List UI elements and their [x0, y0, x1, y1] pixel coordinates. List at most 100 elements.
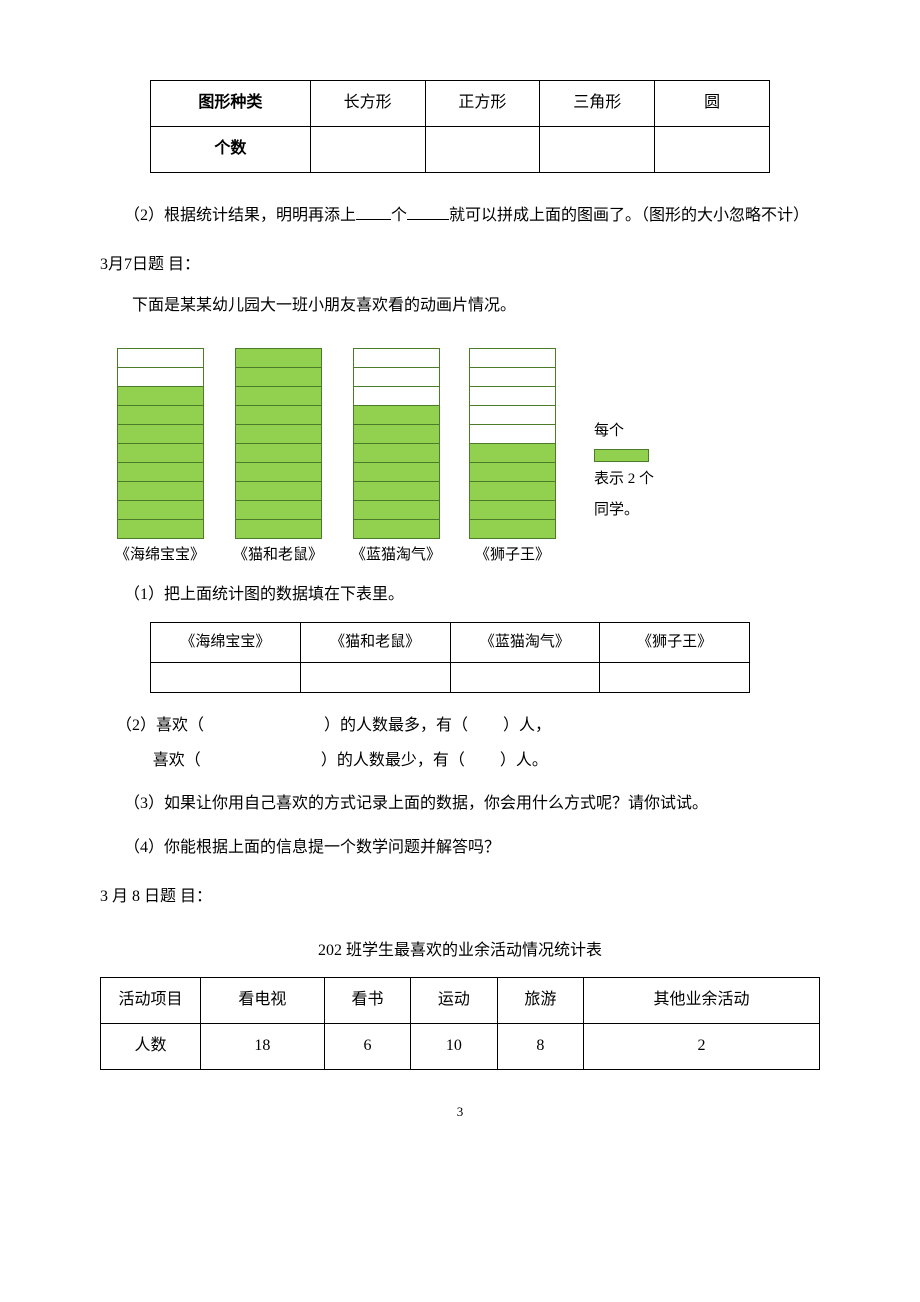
bar-cell — [470, 519, 555, 538]
legend-bottom1: 表示 2 个 — [594, 466, 654, 493]
bar-col-3: 《狮子王》 — [469, 348, 556, 569]
bar-cell — [236, 443, 321, 462]
bar-stack-3 — [469, 348, 556, 539]
bar-cell — [236, 462, 321, 481]
bar-cell — [470, 405, 555, 424]
bar-cell — [470, 386, 555, 405]
bar-cell — [470, 481, 555, 500]
bar-cell — [354, 386, 439, 405]
march7-heading: 3月7日题 目： — [100, 251, 820, 280]
bar-stack-0 — [117, 348, 204, 539]
legend-box-icon — [594, 449, 649, 462]
bar-cell — [118, 367, 203, 386]
bar-cell — [354, 367, 439, 386]
bar-cell — [354, 348, 439, 367]
chart-legend: 每个 表示 2 个 同学。 — [594, 418, 654, 524]
bar-stack-1 — [235, 348, 322, 539]
bar-cell — [236, 348, 321, 367]
bar-cell — [470, 367, 555, 386]
q2b: ）的人数最多，有（ — [324, 717, 468, 734]
bar-col-1: 《猫和老鼠》 — [233, 348, 323, 569]
march7-q2-line1: （2）喜欢（）的人数最多，有（）人， — [116, 708, 820, 743]
cartoon-c0 — [151, 662, 301, 692]
bar-cell — [118, 519, 203, 538]
shape-cell-1 — [425, 126, 540, 172]
bar-cell — [118, 462, 203, 481]
act-col-1: 看书 — [324, 978, 410, 1024]
bar-cell — [470, 462, 555, 481]
act-v3: 8 — [497, 1024, 583, 1070]
shape-cell-3 — [655, 126, 770, 172]
bar-cell — [118, 481, 203, 500]
act-row-label: 人数 — [101, 1024, 201, 1070]
shape-row-label: 个数 — [151, 126, 311, 172]
page-number: 3 — [100, 1100, 820, 1123]
shape-col-0: 长方形 — [310, 81, 425, 127]
bar-cell — [236, 481, 321, 500]
activity-table: 活动项目 看电视 看书 运动 旅游 其他业余活动 人数 18 6 10 8 2 — [100, 977, 820, 1070]
bar-cell — [470, 443, 555, 462]
cartoon-h1: 《猫和老鼠》 — [300, 622, 450, 662]
shape-table: 图形种类 长方形 正方形 三角形 圆 个数 — [150, 80, 770, 173]
march7-q1: （1）把上面统计图的数据填在下表里。 — [100, 577, 820, 612]
shape-cell-0 — [310, 126, 425, 172]
bar-cell — [354, 481, 439, 500]
act-col-0: 看电视 — [201, 978, 325, 1024]
bar-cell — [236, 519, 321, 538]
bar-cell — [118, 443, 203, 462]
bar-cell — [354, 443, 439, 462]
bar-cell — [236, 386, 321, 405]
bar-cell — [470, 500, 555, 519]
act-v2: 10 — [411, 1024, 497, 1070]
bar-col-2: 《蓝猫淘气》 — [351, 348, 441, 569]
bar-cell — [118, 386, 203, 405]
bar-cell — [236, 424, 321, 443]
march7-intro: 下面是某某幼儿园大一班小朋友喜欢看的动画片情况。 — [100, 288, 820, 323]
blank-count — [356, 202, 391, 220]
question-2: （2）根据统计结果，明明再添上 个 就可以拼成上面的图画了。（图形的大小忽略不计） — [100, 198, 820, 233]
q2-text-before: （2）根据统计结果，明明再添上 — [124, 207, 356, 224]
act-v1: 6 — [324, 1024, 410, 1070]
march8-heading: 3 月 8 日题 目： — [100, 883, 820, 912]
legend-top: 每个 — [594, 418, 624, 445]
shape-cell-2 — [540, 126, 655, 172]
q2-after: 就可以拼成上面的图画了。（图形的大小忽略不计） — [449, 207, 809, 224]
bar-cell — [354, 519, 439, 538]
cartoon-h2: 《蓝猫淘气》 — [450, 622, 600, 662]
q2f: ）人。 — [500, 752, 548, 769]
act-v4: 2 — [584, 1024, 820, 1070]
bar-cell — [470, 424, 555, 443]
act-header-label: 活动项目 — [101, 978, 201, 1024]
cartoon-c1 — [300, 662, 450, 692]
cartoon-c3 — [600, 662, 750, 692]
bar-cell — [470, 348, 555, 367]
bar-label-2: 《蓝猫淘气》 — [351, 542, 441, 569]
act-col-4: 其他业余活动 — [584, 978, 820, 1024]
bar-label-1: 《猫和老鼠》 — [233, 542, 323, 569]
bar-cell — [354, 462, 439, 481]
bar-cell — [236, 405, 321, 424]
act-col-2: 运动 — [411, 978, 497, 1024]
bar-cell — [236, 500, 321, 519]
q2-mid: 个 — [391, 207, 407, 224]
legend-bottom2: 同学。 — [594, 497, 639, 524]
bar-cell — [354, 424, 439, 443]
bar-cell — [236, 367, 321, 386]
blank-shape — [407, 202, 449, 220]
march7-q2-line2: 喜欢（）的人数最少，有（）人。 — [153, 743, 820, 778]
cartoon-c2 — [450, 662, 600, 692]
q2c: ）人， — [503, 717, 551, 734]
activity-title: 202 班学生最喜欢的业余活动情况统计表 — [100, 937, 820, 966]
bar-cell — [354, 405, 439, 424]
bar-cell — [354, 500, 439, 519]
cartoon-h0: 《海绵宝宝》 — [151, 622, 301, 662]
act-col-3: 旅游 — [497, 978, 583, 1024]
bar-cell — [118, 500, 203, 519]
bar-col-0: 《海绵宝宝》 — [115, 348, 205, 569]
act-v0: 18 — [201, 1024, 325, 1070]
shape-col-1: 正方形 — [425, 81, 540, 127]
cartoon-h3: 《狮子王》 — [600, 622, 750, 662]
bar-chart: 《海绵宝宝》《猫和老鼠》 《蓝猫淘气》 《狮子王》 每个 表示 2 个 同学。 — [115, 348, 820, 569]
bar-cell — [118, 424, 203, 443]
bar-label-3: 《狮子王》 — [475, 542, 550, 569]
